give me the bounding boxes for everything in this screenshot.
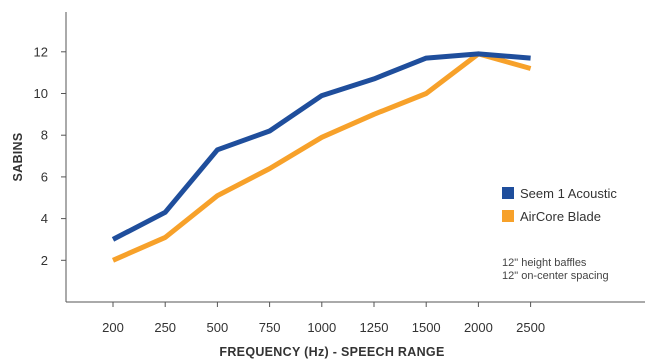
x-ticks: 200 250 500 750 1000 1250 1500 2000 2500 xyxy=(102,302,545,335)
x-tick-label-1500: 1500 xyxy=(412,320,441,335)
x-axis-title: FREQUENCY (Hz) - SPEECH RANGE xyxy=(219,345,444,359)
y-tick-label-8: 8 xyxy=(41,128,48,143)
x-tick-label-1250: 1250 xyxy=(360,320,389,335)
series-lines xyxy=(111,51,532,263)
y-ticks: 2 4 6 8 10 12 xyxy=(34,44,66,268)
x-tick-label-750: 750 xyxy=(259,320,281,335)
y-tick-label-4: 4 xyxy=(41,211,48,226)
x-tick-label-2500: 2500 xyxy=(516,320,545,335)
x-tick-label-2000: 2000 xyxy=(464,320,493,335)
note-baffle-height: 12" height baffles xyxy=(502,257,587,269)
legend-swatch-aircore-blade xyxy=(502,210,514,222)
legend-swatch-seem-1-acoustic xyxy=(502,187,514,199)
series-line-seem-1-acoustic xyxy=(111,51,531,242)
legend-label-seem-1-acoustic: Seem 1 Acoustic xyxy=(520,186,617,201)
y-tick-label-6: 6 xyxy=(41,169,48,184)
y-tick-label-2: 2 xyxy=(41,253,48,268)
series-line-aircore-blade xyxy=(111,51,532,263)
x-tick-label-500: 500 xyxy=(207,320,229,335)
y-tick-label-10: 10 xyxy=(34,86,48,101)
legend-label-aircore-blade: AirCore Blade xyxy=(520,209,601,224)
y-axis-title: SABINS xyxy=(11,132,25,181)
x-tick-label-1000: 1000 xyxy=(307,320,336,335)
axes xyxy=(65,12,645,303)
chart-notes: 12" height baffles 12" on-center spacing xyxy=(502,257,609,282)
legend: Seem 1 Acoustic AirCore Blade xyxy=(502,186,617,224)
note-spacing: 12" on-center spacing xyxy=(502,270,609,282)
x-tick-label-200: 200 xyxy=(102,320,124,335)
y-tick-label-12: 12 xyxy=(34,44,48,59)
x-tick-label-250: 250 xyxy=(154,320,176,335)
